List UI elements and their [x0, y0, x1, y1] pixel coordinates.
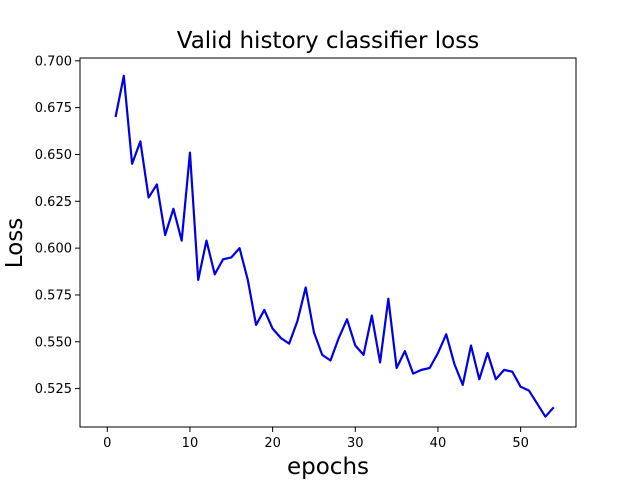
y-tick-label: 0.525	[35, 382, 72, 397]
x-tick-label: 10	[182, 436, 199, 451]
y-axis: 0.525 0.550 0.575 0.600 0.625 0.650 0.675 0.700	[35, 54, 80, 397]
x-tick-label: 50	[512, 436, 529, 451]
y-tick-label: 0.550	[35, 335, 72, 350]
data-points	[115, 75, 554, 417]
y-tick-label: 0.600	[35, 242, 72, 257]
y-tick-label: 0.625	[35, 195, 72, 210]
x-tick-label: 20	[264, 436, 281, 451]
y-tick-label: 0.575	[35, 288, 72, 303]
x-tick-label: 30	[347, 436, 364, 451]
plot-frame	[79, 57, 577, 428]
x-axis-label: epochs	[287, 454, 369, 480]
x-tick-label: 0	[103, 436, 111, 451]
x-axis: 0 10 20 30 40 50	[103, 427, 529, 451]
y-tick-label: 0.700	[35, 54, 72, 69]
plot-area	[79, 57, 577, 428]
y-tick-label: 0.675	[35, 101, 72, 116]
x-tick-label: 40	[430, 436, 447, 451]
y-axis-label: Loss	[2, 218, 28, 268]
chart-title: Valid history classifier loss	[177, 28, 479, 54]
series-line	[114, 74, 555, 418]
y-tick-label: 0.650	[35, 148, 72, 163]
